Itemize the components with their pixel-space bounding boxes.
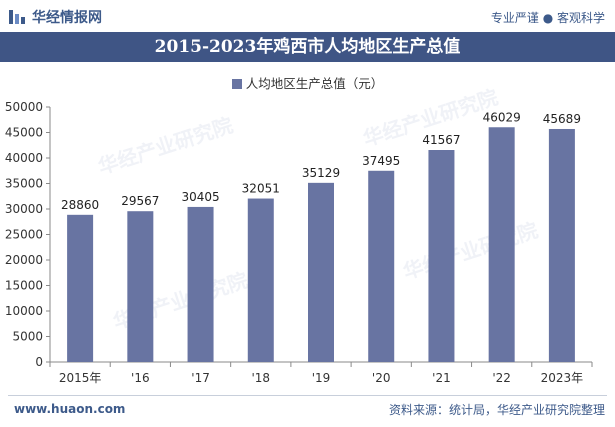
x-tick-label: '19 [312, 371, 331, 385]
title-bar [0, 32, 615, 62]
footer-divider [8, 395, 607, 396]
data-label: 30405 [181, 190, 219, 204]
y-tick-label: 0 [35, 355, 43, 369]
bar [488, 127, 515, 362]
chart-title: 2015-2023年鸡西市人均地区生产总值 [154, 37, 461, 57]
y-tick-label: 20000 [5, 253, 43, 267]
x-tick-label: '16 [131, 371, 150, 385]
data-label: 35129 [302, 166, 340, 180]
bar-chart: 0 5000 10000 15000 20000 25000 30000 35000 40000… [5, 100, 593, 385]
x-tick-label: '21 [432, 371, 451, 385]
x-tick-label: '17 [191, 371, 210, 385]
bar [127, 211, 154, 362]
logo-icon [9, 10, 25, 24]
bar [247, 198, 274, 362]
data-label: 46029 [483, 110, 521, 124]
x-tick-label: 2015年 [59, 371, 102, 385]
y-tick-label: 5000 [12, 330, 43, 344]
y-tick-label: 50000 [5, 100, 43, 114]
y-tick-label: 15000 [5, 279, 43, 293]
data-label: 28860 [61, 198, 99, 212]
y-tick-label: 25000 [5, 228, 43, 242]
data-label: 32051 [242, 182, 280, 196]
site-url[interactable]: www.huaon.com [14, 402, 126, 416]
bar [308, 182, 334, 362]
y-tick-label: 10000 [5, 304, 43, 318]
bar [187, 206, 214, 362]
chart-legend: 人均地区生产总值（元） [0, 73, 615, 92]
brand[interactable]: 华经情报网 [8, 7, 102, 27]
x-tick-label: '20 [372, 371, 391, 385]
bar [67, 214, 94, 362]
y-tick-label: 35000 [5, 177, 43, 191]
legend-swatch [231, 79, 242, 89]
bar [548, 128, 575, 362]
tagline: 专业严谨 ● 客观科学 [490, 11, 605, 25]
top-bar: 华经情报网 专业严谨 ● 客观科学 [0, 0, 615, 32]
data-label: 45689 [543, 112, 581, 126]
data-label: 41567 [422, 133, 460, 147]
x-tick-label: '22 [492, 371, 511, 385]
x-tick-label: 2023年 [541, 371, 584, 385]
data-label: 29567 [121, 194, 159, 208]
brand-name: 华经情报网 [32, 10, 102, 26]
data-label: 37495 [362, 154, 400, 168]
y-tick-label: 45000 [5, 126, 43, 140]
bar [428, 150, 455, 362]
y-tick-label: 40000 [5, 151, 43, 165]
y-tick-label: 30000 [5, 202, 43, 216]
legend-label: 人均地区生产总值（元） [245, 76, 384, 91]
bar [368, 170, 395, 362]
source-note: 资料来源：统计局，华经产业研究院整理 [388, 403, 605, 417]
x-tick-label: '18 [251, 371, 270, 385]
